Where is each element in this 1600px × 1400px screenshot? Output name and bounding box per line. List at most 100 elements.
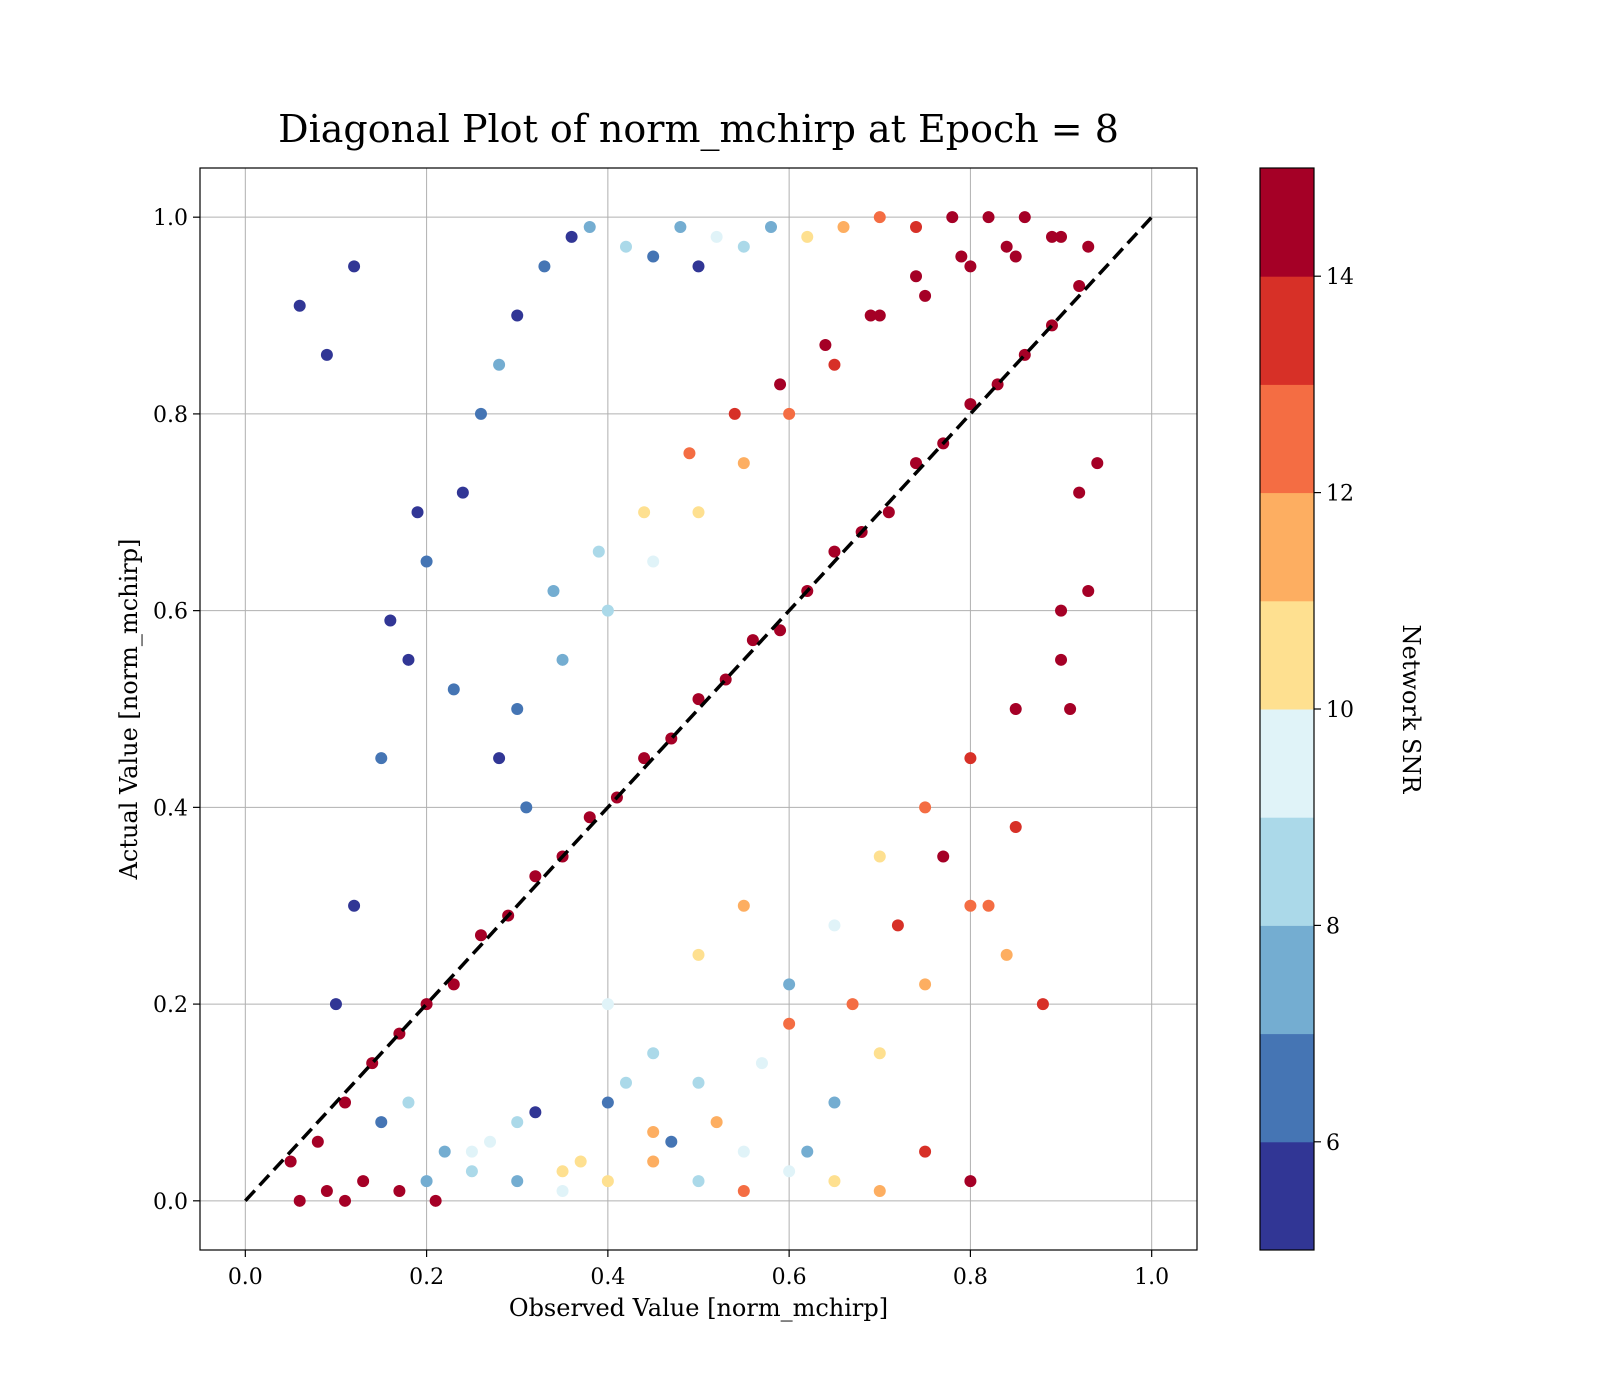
data-point (638, 752, 651, 765)
data-point (574, 1155, 587, 1168)
colorbar-segment (1260, 492, 1314, 602)
colorbar-tick-label: 10 (1326, 698, 1354, 723)
data-point (919, 978, 932, 991)
data-point (1073, 486, 1086, 499)
data-point (692, 693, 705, 706)
colorbar-segment (1260, 817, 1314, 926)
data-point (774, 624, 787, 637)
data-point (339, 1194, 352, 1207)
colorbar-segment (1260, 600, 1314, 710)
data-point (665, 1135, 678, 1148)
data-point (592, 545, 605, 558)
data-point (583, 811, 596, 824)
data-point (1009, 703, 1022, 715)
data-point (964, 260, 977, 273)
data-point (737, 457, 750, 470)
data-point (1045, 230, 1058, 243)
data-point (493, 752, 506, 765)
data-point (828, 1175, 841, 1188)
data-point (556, 1184, 569, 1197)
data-point (828, 358, 841, 371)
data-point (774, 378, 787, 391)
data-point (737, 240, 750, 253)
data-point (511, 309, 524, 322)
colorbar-segment (1260, 925, 1314, 1035)
data-point (420, 555, 433, 568)
data-point (783, 407, 796, 420)
data-point (746, 634, 759, 647)
data-point (846, 998, 859, 1011)
colorbar-tick-label: 14 (1326, 265, 1354, 290)
data-point (484, 1135, 497, 1148)
data-point (511, 703, 524, 715)
chart-title: Diagonal Plot of norm_mchirp at Epoch = … (278, 107, 1119, 152)
data-point (447, 683, 460, 696)
data-point (946, 211, 959, 224)
x-tick-label: 0.6 (772, 1265, 807, 1290)
data-point (529, 870, 542, 883)
data-point (982, 899, 995, 912)
data-point (647, 1155, 660, 1168)
data-point (828, 1096, 841, 1109)
reference-line (244, 215, 1153, 1203)
data-point (493, 358, 506, 371)
data-point (556, 1165, 569, 1178)
data-point (411, 506, 424, 519)
data-point (638, 506, 651, 519)
data-points (284, 211, 1104, 1207)
data-point (538, 260, 551, 273)
data-point (873, 211, 886, 224)
data-point (375, 752, 388, 765)
data-point (465, 1165, 478, 1178)
data-point (647, 1047, 660, 1060)
colorbar-segment (1260, 384, 1314, 494)
data-point (320, 1184, 333, 1197)
y-tick-label: 0.6 (153, 600, 188, 625)
data-point (728, 407, 741, 420)
y-tick-label: 0.2 (153, 993, 188, 1018)
grid-lines (200, 168, 1197, 1250)
data-point (619, 240, 632, 253)
data-point (783, 978, 796, 991)
data-point (1073, 280, 1086, 293)
data-point (692, 506, 705, 519)
data-point (647, 1125, 660, 1138)
data-point (882, 506, 895, 519)
data-point (674, 221, 687, 234)
colorbar-segment (1260, 276, 1314, 385)
data-point (456, 486, 469, 499)
data-point (964, 752, 977, 765)
data-point (393, 1184, 406, 1197)
data-point (710, 230, 723, 243)
data-point (474, 407, 487, 420)
y-tick-label: 0.0 (153, 1190, 188, 1215)
data-point (710, 1116, 723, 1129)
data-point (964, 1175, 977, 1188)
data-point (556, 653, 569, 666)
data-point (828, 545, 841, 558)
data-point (783, 1017, 796, 1030)
y-axis-title: Actual Value [norm_mchirp] (115, 539, 143, 881)
data-point (1018, 211, 1031, 224)
data-point (919, 801, 932, 814)
data-point (1055, 653, 1068, 666)
x-tick-label: 0.4 (590, 1265, 625, 1290)
data-point (384, 614, 397, 627)
x-tick-label: 0.0 (228, 1265, 263, 1290)
data-point (937, 850, 950, 863)
data-point (919, 1145, 932, 1158)
data-point (511, 1116, 524, 1129)
data-point (1036, 998, 1049, 1011)
data-point (375, 1116, 388, 1129)
data-point (1000, 948, 1013, 961)
data-point (465, 1145, 478, 1158)
data-point (737, 1145, 750, 1158)
data-point (964, 899, 977, 912)
data-point (520, 801, 533, 814)
data-point (1082, 584, 1095, 597)
x-tick-label: 1.0 (1134, 1265, 1169, 1290)
colorbar-segment (1260, 709, 1314, 818)
data-point (429, 1194, 442, 1207)
data-point (1000, 240, 1013, 253)
